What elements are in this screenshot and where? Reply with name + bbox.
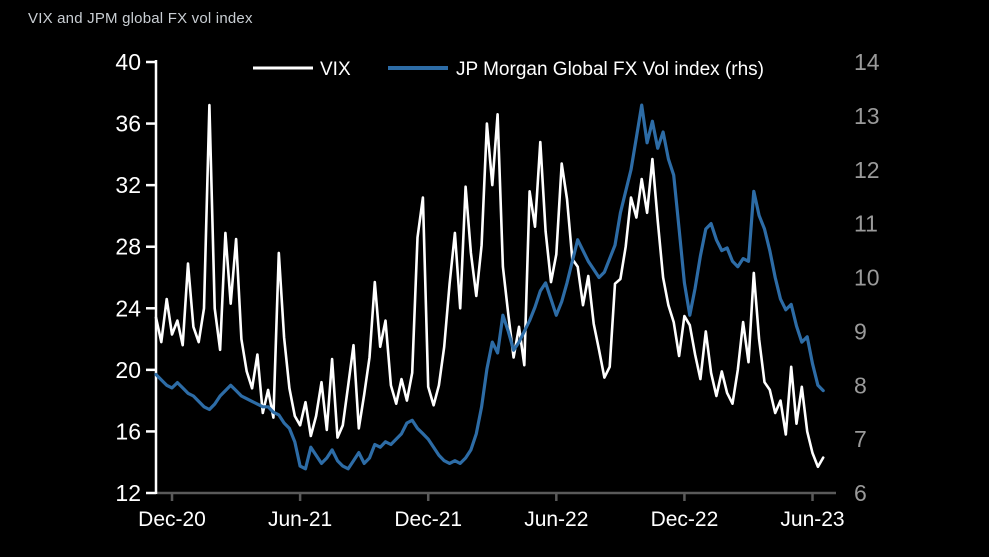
legend-item-vix: VIX xyxy=(253,59,351,80)
fx-vol-line xyxy=(154,103,825,471)
left-axis-tick-label: 40 xyxy=(115,49,141,75)
right-axis-tick-label: 12 xyxy=(854,157,880,183)
x-axis-tick-label: Jun-22 xyxy=(524,508,588,531)
right-axis-tick-label: 9 xyxy=(854,318,867,344)
left-axis-tick-label: 16 xyxy=(115,418,141,444)
right-axis-tick-label: 11 xyxy=(854,211,878,237)
legend-label-vix: VIX xyxy=(320,59,351,80)
chart-title: VIX and JPM global FX vol index xyxy=(28,10,253,27)
left-axis-tick-label: 28 xyxy=(115,234,141,260)
left-axis-tick-label: 12 xyxy=(115,480,141,506)
vix-line xyxy=(154,103,825,469)
right-axis: 14 13 12 11 10 9 8 7 6 xyxy=(854,49,880,506)
x-axis-tick-label: Jun-21 xyxy=(268,508,332,531)
right-axis-tick-label: 7 xyxy=(854,426,867,452)
right-axis-tick-label: 14 xyxy=(854,49,880,75)
legend-label-fx: JP Morgan Global FX Vol index (rhs) xyxy=(456,59,764,80)
right-axis-tick-label: 13 xyxy=(854,103,880,129)
x-axis-tick-label: Dec-21 xyxy=(394,508,462,531)
right-axis-tick-label: 8 xyxy=(854,372,867,398)
x-axis-tick-label: Dec-20 xyxy=(138,508,206,531)
x-axis-tick-label: Jun-23 xyxy=(780,508,844,531)
right-axis-tick-label: 6 xyxy=(854,480,867,506)
left-axis-tick-label: 20 xyxy=(115,357,141,383)
legend: VIX JP Morgan Global FX Vol index (rhs) xyxy=(253,59,764,80)
x-axis: Dec-20 Jun-21 Dec-21 Jun-22 Dec-22 Jun-23 xyxy=(138,491,845,531)
left-axis-tick-label: 32 xyxy=(115,172,141,198)
right-axis-tick-label: 10 xyxy=(854,265,880,291)
legend-item-fx: JP Morgan Global FX Vol index (rhs) xyxy=(388,59,764,80)
left-axis-tick-label: 36 xyxy=(115,111,141,137)
left-axis: 40 36 32 28 24 20 16 12 xyxy=(115,49,158,506)
left-axis-tick-label: 24 xyxy=(115,295,141,321)
x-axis-tick-label: Dec-22 xyxy=(651,508,719,531)
plot-series xyxy=(154,103,825,471)
